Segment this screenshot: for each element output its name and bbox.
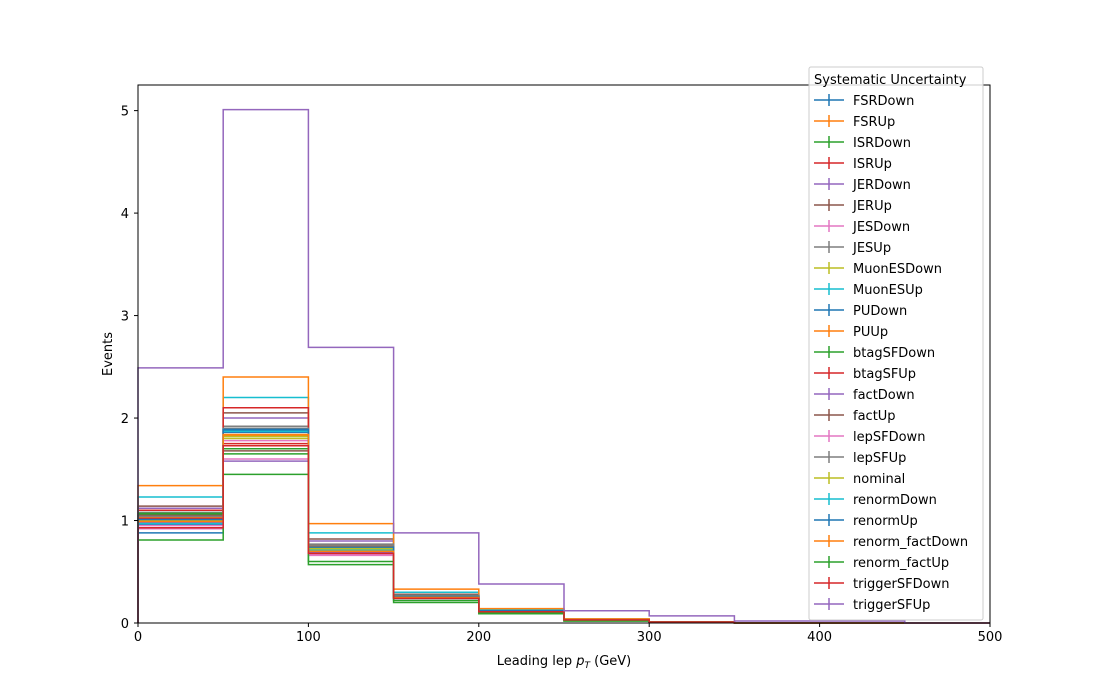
legend-label: JESDown — [852, 220, 910, 235]
x-tick-label: 500 — [978, 630, 1003, 645]
legend-item: lepSFUp — [814, 451, 906, 466]
x-tick-label: 400 — [807, 630, 832, 645]
x-axis-label: Leading lep pT (GeV) — [497, 654, 631, 672]
axes: 0 100 200 300 400 500 0 1 2 3 4 5 Leading lep pT (… — [101, 84, 1003, 672]
legend-item: factDown — [814, 388, 915, 403]
legend-item: FSRDown — [814, 94, 914, 109]
legend-item: nominal — [814, 472, 905, 487]
legend-label: FSRUp — [853, 115, 895, 130]
legend-title: Systematic Uncertainty — [814, 73, 967, 88]
legend-label: nominal — [853, 472, 905, 487]
series-triggerSFUp — [137, 108, 990, 624]
legend-item: btagSFUp — [814, 367, 916, 382]
legend-label: btagSFDown — [853, 346, 935, 361]
y-tick-label: 2 — [121, 412, 129, 427]
legend-label: btagSFUp — [853, 367, 916, 382]
y-tick-label: 4 — [121, 207, 129, 222]
legend-item: renorm_factDown — [814, 535, 968, 550]
legend-label: MuonESUp — [853, 283, 923, 298]
y-axis-label: Events — [101, 332, 116, 376]
legend-item: triggerSFDown — [814, 577, 949, 592]
legend: Systematic Uncertainty FSRDown FSRUp ISRDo… — [808, 66, 984, 621]
legend-label: renormDown — [853, 493, 937, 508]
legend-label: JERDown — [852, 178, 911, 193]
legend-item: MuonESUp — [814, 283, 923, 298]
legend-label: triggerSFUp — [853, 598, 930, 613]
legend-item: renorm_factUp — [814, 556, 949, 571]
x-tick-label: 300 — [637, 630, 662, 645]
legend-item: FSRUp — [814, 115, 895, 130]
legend-item: JERDown — [814, 178, 911, 193]
legend-items: FSRDown FSRUp ISRDown ISRUp JERDown JERUp JESD… — [814, 94, 968, 613]
legend-label: triggerSFDown — [853, 577, 949, 592]
legend-item: ISRDown — [814, 136, 911, 151]
legend-label: ISRUp — [853, 157, 892, 172]
legend-item: triggerSFUp — [814, 598, 930, 613]
legend-item: lepSFDown — [814, 430, 925, 445]
legend-label: MuonESDown — [853, 262, 942, 277]
legend-label: renorm_factDown — [853, 535, 968, 550]
y-tick-label: 5 — [121, 105, 129, 120]
legend-label: factUp — [853, 409, 896, 424]
legend-label: lepSFUp — [853, 451, 906, 466]
legend-label: JESUp — [852, 241, 891, 256]
legend-item: btagSFDown — [814, 346, 935, 361]
legend-label: ISRDown — [853, 136, 911, 151]
legend-label: PUDown — [853, 304, 907, 319]
legend-item: ISRUp — [814, 157, 892, 172]
legend-label: renorm_factUp — [853, 556, 949, 571]
x-tick-label: 100 — [296, 630, 321, 645]
legend-item: MuonESDown — [814, 262, 942, 277]
y-tick-label: 3 — [121, 310, 129, 325]
legend-item: renormUp — [814, 514, 918, 529]
legend-label: lepSFDown — [853, 430, 925, 445]
x-axis-ticks: 0 100 200 300 400 500 — [134, 623, 1003, 645]
y-axis-ticks: 0 1 2 3 4 5 — [121, 105, 138, 632]
legend-item: JESDown — [814, 220, 910, 235]
legend-item: JESUp — [814, 241, 891, 256]
x-tick-label: 200 — [466, 630, 491, 645]
legend-item: PUUp — [814, 325, 888, 340]
legend-label: FSRDown — [853, 94, 914, 109]
y-tick-label: 0 — [121, 617, 129, 632]
legend-item: PUDown — [814, 304, 907, 319]
y-tick-label: 1 — [121, 515, 129, 530]
x-tick-label: 0 — [134, 630, 142, 645]
legend-item: renormDown — [814, 493, 937, 508]
plot-frame — [137, 84, 991, 624]
legend-label: JERUp — [852, 199, 892, 214]
legend-box — [808, 66, 984, 621]
legend-item: JERUp — [814, 199, 892, 214]
legend-label: renormUp — [853, 514, 918, 529]
legend-item: factUp — [814, 409, 896, 424]
legend-label: factDown — [853, 388, 915, 403]
legend-label: PUUp — [853, 325, 888, 340]
